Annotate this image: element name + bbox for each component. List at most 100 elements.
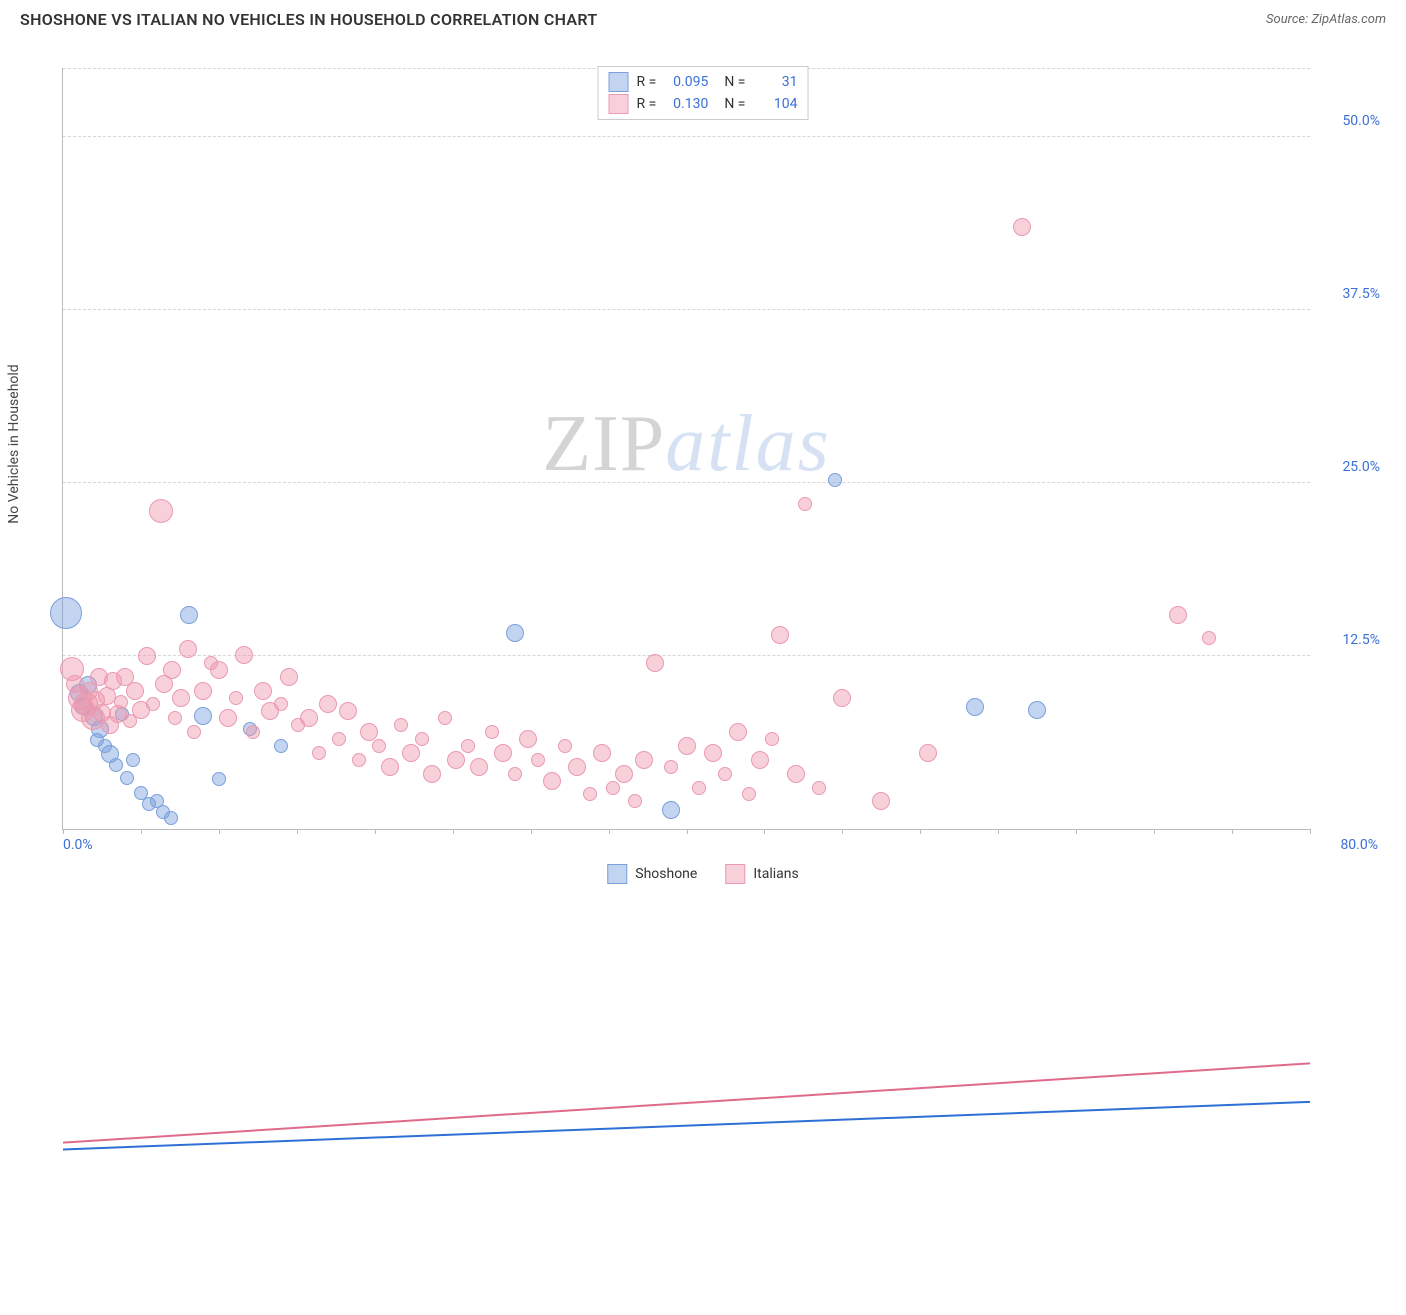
n-label: N =	[724, 96, 745, 112]
italians-point	[593, 744, 611, 762]
italians-point	[704, 744, 722, 762]
italians-point	[1169, 606, 1187, 624]
italians-point	[360, 723, 378, 741]
r-value: 0.130	[664, 96, 708, 112]
italians-point	[485, 725, 499, 739]
italians-point	[179, 640, 197, 658]
italians-point	[531, 753, 545, 767]
r-value: 0.095	[664, 74, 708, 90]
italians-point	[646, 654, 664, 672]
italians-point	[339, 702, 357, 720]
italians-point	[470, 758, 488, 776]
plot-area: ZIPatlas 0.0% 80.0% 12.5%25.0%37.5%50.0%	[62, 68, 1310, 830]
shoshone-point	[180, 606, 198, 624]
gridline	[63, 309, 1310, 310]
legend-swatch	[609, 94, 629, 114]
watermark-atlas: atlas	[665, 399, 831, 487]
y-axis-label: No Vehicles in Household	[6, 364, 22, 523]
legend-swatch	[725, 864, 745, 884]
italians-point	[246, 725, 260, 739]
italians-point	[312, 746, 326, 760]
x-tick-mark	[1232, 829, 1233, 834]
x-tick-mark	[453, 829, 454, 834]
n-label: N =	[724, 74, 745, 90]
shoshone-point	[194, 707, 212, 725]
y-tick-label: 12.5%	[1320, 632, 1380, 648]
trend-lines	[63, 68, 1310, 1315]
legend-label: Shoshone	[635, 866, 697, 882]
legend-label: Italians	[753, 866, 798, 882]
italians-point	[300, 709, 318, 727]
chart-source: Source: ZipAtlas.com	[1266, 12, 1386, 27]
series-legend: Shoshone Italians	[607, 864, 798, 884]
source-prefix: Source:	[1266, 12, 1311, 27]
x-tick-min: 0.0%	[63, 837, 93, 853]
chart-header: SHOSHONE VS ITALIAN NO VEHICLES IN HOUSE…	[0, 0, 1406, 35]
italians-point	[568, 758, 586, 776]
italians-point	[1013, 218, 1031, 236]
italians-point	[168, 711, 182, 725]
italians-point	[423, 765, 441, 783]
italians-point	[508, 767, 522, 781]
italians-point	[210, 661, 228, 679]
x-tick-mark	[920, 829, 921, 834]
correlation-legend: R =0.095N =31R =0.130N =104	[598, 66, 809, 120]
italians-point	[461, 739, 475, 753]
italians-point	[163, 661, 181, 679]
italians-point	[664, 760, 678, 774]
italians-point	[919, 744, 937, 762]
italians-point	[352, 753, 366, 767]
italians-point	[254, 682, 272, 700]
italians-point	[628, 794, 642, 808]
italians-point	[742, 787, 756, 801]
italians-point	[235, 646, 253, 664]
x-tick-mark	[297, 829, 298, 834]
y-tick-label: 50.0%	[1320, 113, 1380, 129]
italians-point	[494, 744, 512, 762]
italians-point	[219, 709, 237, 727]
italians-point	[402, 744, 420, 762]
italians-point	[615, 765, 633, 783]
shoshone-point	[966, 698, 984, 716]
italians-point	[606, 781, 620, 795]
italians-point	[678, 737, 696, 755]
italians-point	[319, 695, 337, 713]
italians-point	[583, 787, 597, 801]
n-value: 104	[753, 96, 797, 112]
italians-point	[447, 751, 465, 769]
italians-point	[729, 723, 747, 741]
italians-point	[381, 758, 399, 776]
shoshone-point	[50, 597, 82, 629]
watermark-zip: ZIP	[542, 399, 665, 487]
x-tick-mark	[531, 829, 532, 834]
italians-point	[438, 711, 452, 725]
x-tick-mark	[687, 829, 688, 834]
italians-point	[798, 497, 812, 511]
italians-point	[394, 718, 408, 732]
x-tick-mark	[609, 829, 610, 834]
x-tick-mark	[1076, 829, 1077, 834]
italians-trendline	[63, 1063, 1310, 1142]
italians-point	[229, 691, 243, 705]
italians-point	[146, 697, 160, 711]
italians-point	[1202, 631, 1216, 645]
gridline	[63, 482, 1310, 483]
shoshone-point	[109, 758, 123, 772]
watermark: ZIPatlas	[542, 398, 831, 489]
italians-point	[718, 767, 732, 781]
legend-top-row: R = 0.130 N = 104	[609, 93, 798, 115]
shoshone-point	[274, 739, 288, 753]
italians-point	[280, 668, 298, 686]
italians-point	[872, 792, 890, 810]
legend-top-row: R =0.095N =31	[609, 71, 798, 93]
italians-point	[787, 765, 805, 783]
italians-point	[138, 647, 156, 665]
shoshone-point	[212, 772, 226, 786]
italians-point	[543, 772, 561, 790]
x-tick-mark	[998, 829, 999, 834]
x-tick-mark	[141, 829, 142, 834]
italians-point	[692, 781, 706, 795]
shoshone-point	[120, 771, 134, 785]
shoshone-point	[164, 811, 178, 825]
r-label: R =	[637, 96, 657, 112]
